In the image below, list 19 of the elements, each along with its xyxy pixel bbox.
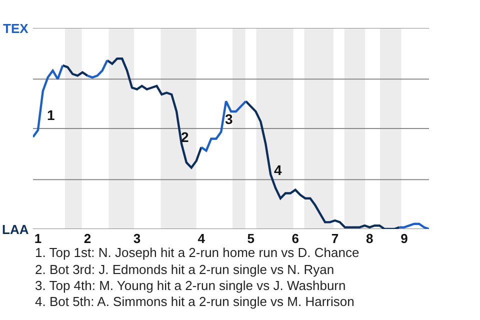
text: 2. Bot 3rd: J. Edmonds hit a 2-run single vs N. Ryan: [35, 262, 334, 277]
x-tick-label: 4: [198, 231, 206, 246]
x-tick-label: 6: [292, 231, 299, 246]
x-tick-label: 1: [34, 231, 42, 246]
ref-line-label: LAA: [2, 222, 30, 237]
text: 3. Top 4th: M. Young hit a 2-run single vs J. Washburn: [35, 278, 346, 293]
x-tick-label: 3: [133, 231, 141, 246]
x-tick-label: 8: [366, 231, 374, 246]
x-tick-label: 5: [247, 231, 254, 246]
annotation: 4: [274, 162, 282, 178]
x-tick-label: 7: [331, 231, 339, 246]
annotation: 1: [47, 107, 55, 123]
annotation: 2: [181, 129, 189, 145]
text: 4. Bot 5th: A. Simmons hit a 2-run single vs M. Harrison: [35, 294, 354, 309]
ref-line-label: TEX: [3, 21, 29, 36]
annotation: 3: [225, 111, 233, 127]
x-tick-label: 9: [400, 231, 408, 246]
x-tick-label: 2: [84, 231, 92, 246]
text: 1. Top 1st: N. Joseph hit a 2-run home run vs D. Chance: [35, 245, 360, 260]
